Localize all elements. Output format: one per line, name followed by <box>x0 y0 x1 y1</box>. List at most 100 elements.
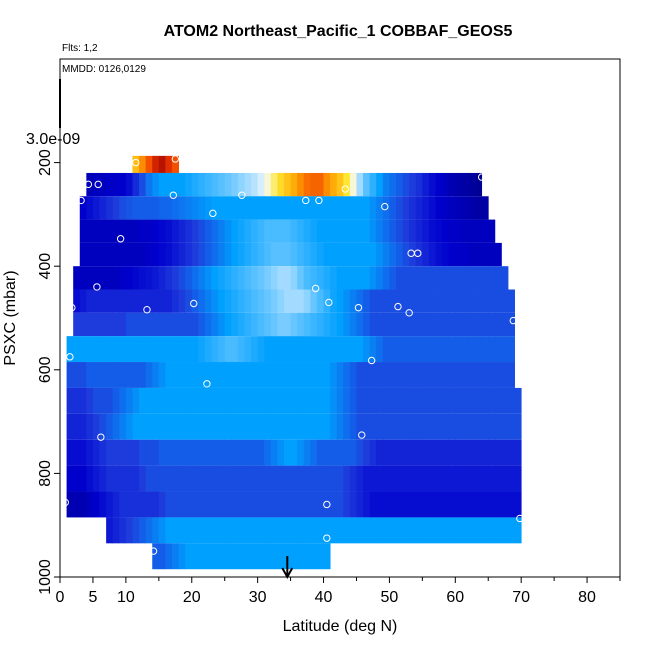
heatmap-cell <box>415 517 423 544</box>
heatmap-cell <box>125 439 133 466</box>
heatmap-cell <box>389 266 397 290</box>
heatmap-cell <box>277 312 285 337</box>
heatmap-cell <box>330 362 338 388</box>
heatmap-cell <box>336 413 344 440</box>
heatmap-cell <box>396 491 403 518</box>
heatmap-cell <box>99 289 107 313</box>
heatmap-cell <box>428 266 436 290</box>
heatmap-cell <box>303 289 311 313</box>
heatmap-cell <box>409 242 417 267</box>
data-point <box>209 209 217 218</box>
heatmap-cell <box>99 362 107 388</box>
heatmap-cell <box>343 219 351 243</box>
heatmap-cell <box>204 312 212 337</box>
heatmap-cell <box>237 312 245 337</box>
heatmap-cell <box>343 387 351 414</box>
heatmap-cell <box>376 289 384 313</box>
heatmap-cell <box>396 439 403 466</box>
heatmap-cell <box>145 413 153 440</box>
heatmap-cell <box>211 289 219 313</box>
heatmap-cell <box>501 387 509 414</box>
heatmap-cell <box>323 413 331 440</box>
heatmap-cell <box>475 219 483 243</box>
heatmap-cell <box>442 362 450 388</box>
heatmap-cell <box>112 219 120 243</box>
heatmap-cell <box>461 517 469 544</box>
heatmap-cell <box>402 312 410 337</box>
colorbar-max-label: 3.0e-09 <box>26 131 80 148</box>
heatmap-cell <box>92 491 100 518</box>
heatmap-cell <box>323 289 331 313</box>
heatmap-cell <box>356 242 364 267</box>
heatmap-cell <box>158 155 166 173</box>
heatmap-cell <box>435 242 443 267</box>
heatmap-cell <box>251 289 259 313</box>
heatmap-cell <box>264 387 272 414</box>
heatmap-cell <box>323 172 331 197</box>
heatmap-cell <box>481 312 489 337</box>
heatmap-cell <box>204 266 212 290</box>
heatmap-cell <box>363 387 371 414</box>
heatmap-cell <box>428 387 436 414</box>
heatmap-cell <box>198 242 206 267</box>
heatmap-cell <box>73 491 81 518</box>
heatmap-cell <box>79 196 87 220</box>
heatmap-cell <box>415 289 423 313</box>
heatmap-cell <box>251 543 259 570</box>
heatmap-cell <box>237 465 245 492</box>
heatmap-cell <box>297 413 305 440</box>
heatmap-cell <box>461 439 469 466</box>
x-axis: 0 5 10 20 30 40 50 60 70 80 <box>56 577 621 606</box>
heatmap-cell <box>152 362 160 388</box>
heatmap-cell <box>442 312 450 337</box>
heatmap-cell <box>119 196 127 220</box>
heatmap-cell <box>323 312 331 337</box>
heatmap-cell <box>514 387 522 414</box>
heatmap-cell <box>152 465 160 492</box>
heatmap-cell <box>145 196 153 220</box>
heatmap-cell <box>396 413 403 440</box>
flights-label: Flts: 1,2 <box>62 43 98 54</box>
heatmap-cell <box>79 219 87 243</box>
heatmap-cell <box>257 312 265 337</box>
heatmap-cell <box>468 289 476 313</box>
heatmap-cell <box>369 465 377 492</box>
heatmap-cell <box>310 387 318 414</box>
heatmap-cell <box>369 242 377 267</box>
heatmap-cell <box>330 465 338 492</box>
heatmap-cell <box>323 491 331 518</box>
heatmap-cell <box>488 219 496 243</box>
heatmap-cell <box>158 465 166 492</box>
heatmap-cell <box>303 312 311 337</box>
heatmap-cell <box>356 172 364 197</box>
heatmap-cell <box>277 219 285 243</box>
heatmap-cell <box>92 465 100 492</box>
heatmap-cell <box>382 242 390 267</box>
heatmap-cell <box>310 543 318 570</box>
heatmap-cell <box>303 517 311 544</box>
heatmap-cell <box>99 387 107 414</box>
heatmap-cell <box>376 196 384 220</box>
heatmap-cell <box>112 196 120 220</box>
heatmap-cell <box>198 196 206 220</box>
heatmap-cell <box>343 465 351 492</box>
data-point <box>171 155 179 163</box>
heatmap-cell <box>244 491 252 518</box>
heatmap-cell <box>297 242 305 267</box>
heatmap-cell <box>363 517 371 544</box>
heatmap-cell <box>310 312 318 337</box>
heatmap-cell <box>119 289 127 313</box>
heatmap-cell <box>501 439 509 466</box>
heatmap-cell <box>323 387 331 414</box>
heatmap-cell <box>158 439 166 466</box>
heatmap-cell <box>106 312 114 337</box>
heatmap-cell <box>257 172 265 197</box>
data-point <box>84 180 93 189</box>
heatmap-cell <box>198 266 206 290</box>
heatmap-cell <box>389 219 397 243</box>
heatmap-cell <box>79 266 87 290</box>
heatmap-cell <box>66 387 74 414</box>
heatmap-cell <box>396 172 403 197</box>
heatmap-cell <box>112 465 120 492</box>
heatmap-cell <box>185 413 193 440</box>
